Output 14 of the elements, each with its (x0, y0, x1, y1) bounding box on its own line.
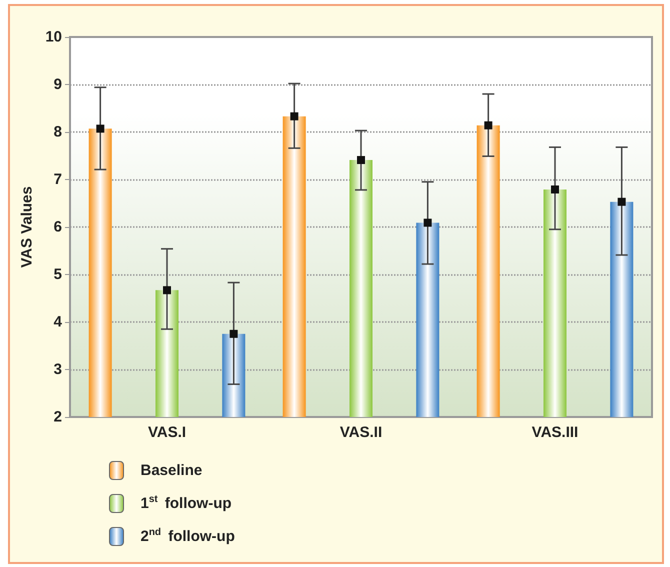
x-tick-label: VAS.I (148, 424, 186, 441)
y-tick-label: 2 (54, 408, 62, 426)
y-tick-label: 7 (54, 171, 62, 188)
y-tick-label: 9 (54, 76, 62, 93)
y-tick-label: 5 (54, 266, 62, 283)
y-tick-label: 6 (54, 218, 62, 236)
y-tick-label: 4 (54, 314, 63, 330)
y-axis-title: VAS Values (18, 186, 36, 268)
x-tick-label: VAS.II (340, 424, 382, 441)
y-tick-label: 3 (54, 361, 62, 378)
y-tick-label: 10 (45, 28, 62, 46)
legend-label: Baseline (140, 462, 202, 479)
x-tick-label: VAS.III (532, 424, 578, 441)
y-tick-label: 8 (54, 124, 62, 140)
